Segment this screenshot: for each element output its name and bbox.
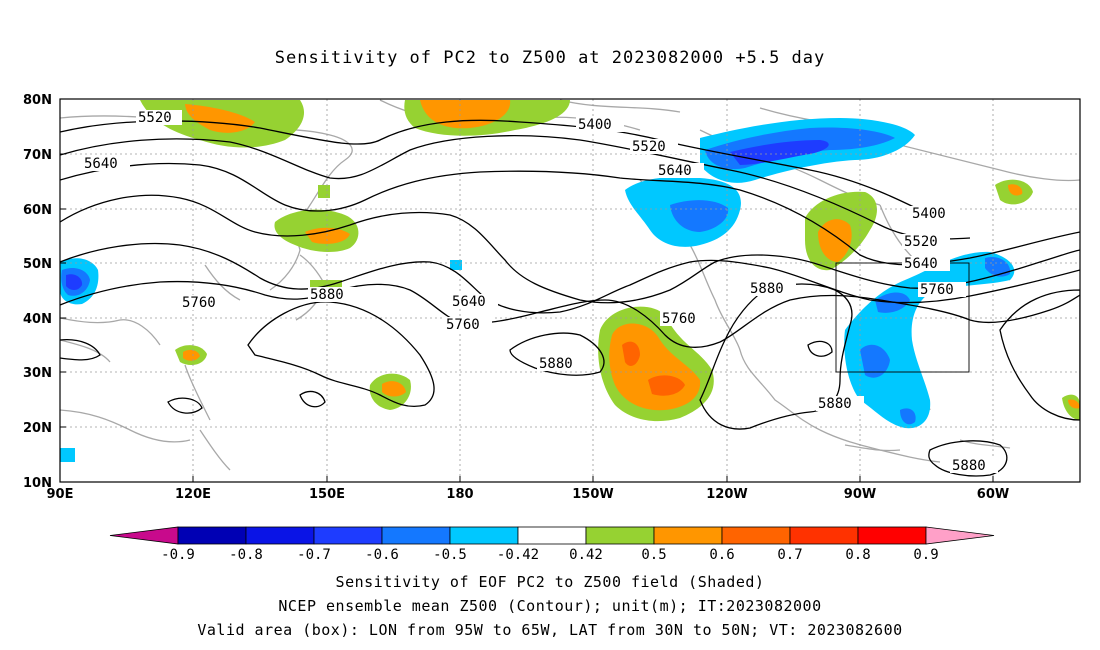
- colorbar: [109, 526, 995, 545]
- lat-label: 70N: [23, 148, 52, 163]
- contour-label: 5880: [750, 281, 784, 297]
- contour-label: 5400: [578, 117, 612, 133]
- lon-label: 90W: [844, 487, 876, 502]
- map-title: Sensitivity of PC2 to Z500 at 2023082000…: [274, 48, 826, 68]
- z500-contours: [60, 119, 1080, 477]
- contour-label: 5640: [452, 294, 486, 310]
- colorbar-label: -0.9: [161, 547, 195, 563]
- lon-label: 60W: [977, 487, 1009, 502]
- lat-label: 80N: [23, 93, 52, 108]
- lat-label: 40N: [23, 312, 52, 327]
- caption-contour: NCEP ensemble mean Z500 (Contour); unit(…: [278, 597, 822, 615]
- lat-label: 30N: [23, 366, 52, 381]
- colorbar-label: -0.42: [497, 547, 539, 563]
- colorbar-label: 0.7: [777, 547, 802, 563]
- colorbar-label: -0.5: [433, 547, 467, 563]
- contour-label: 5880: [952, 458, 986, 474]
- sensitivity-shading: [60, 100, 1080, 462]
- contour-label: 5760: [182, 295, 216, 311]
- colorbar-swatch: [177, 526, 247, 545]
- colorbar-swatch: [653, 526, 723, 545]
- colorbar-swatch: [721, 526, 791, 545]
- contour-label: 5640: [904, 256, 938, 272]
- colorbar-swatch: [313, 526, 383, 545]
- colorbar-label: 0.5: [641, 547, 666, 563]
- colorbar-label: -0.7: [297, 547, 331, 563]
- lon-label: 150W: [572, 487, 613, 502]
- lon-label: 120E: [175, 487, 211, 502]
- contour-label-group: 5520 5400 5520 5640 5640 5400 5520 5640 …: [82, 110, 998, 474]
- contour-label: 5640: [84, 156, 118, 172]
- colorbar-label: 0.9: [913, 547, 938, 563]
- axis-ticks: [60, 98, 994, 482]
- colorbar-swatch: [857, 526, 927, 545]
- caption-shaded: Sensitivity of EOF PC2 to Z500 field (Sh…: [335, 573, 765, 591]
- colorbar-swatch: [245, 526, 315, 545]
- colorbar-swatch: [585, 526, 655, 545]
- plot-frame: [59, 98, 1081, 483]
- colorbar-arrow-low: [109, 526, 179, 545]
- colorbar-swatch: [789, 526, 859, 545]
- colorbar-label: -0.8: [229, 547, 263, 563]
- colorbar-label: 0.6: [709, 547, 734, 563]
- contour-label: 5880: [818, 396, 852, 412]
- lat-label: 50N: [23, 257, 52, 272]
- colorbar-arrow-high: [925, 526, 995, 545]
- contour-label: 5520: [138, 110, 172, 126]
- colorbar-label: 0.8: [845, 547, 870, 563]
- lon-label: 90E: [47, 487, 74, 502]
- contour-label: 5880: [310, 287, 344, 303]
- contour-label: 5880: [539, 356, 573, 372]
- colorbar-label: 0.42: [569, 547, 603, 563]
- contour-label: 5760: [920, 282, 954, 298]
- colorbar-swatch: [517, 526, 587, 545]
- colorbar-swatch: [449, 526, 519, 545]
- contour-label: 5520: [632, 139, 666, 155]
- lat-label: 60N: [23, 203, 52, 218]
- lat-label: 10N: [23, 476, 52, 491]
- contour-label: 5640: [658, 163, 692, 179]
- contour-label: 5760: [662, 311, 696, 327]
- colorbar-swatch: [381, 526, 451, 545]
- lon-label: 180: [446, 487, 473, 502]
- caption-valid-area: Valid area (box): LON from 95W to 65W, L…: [197, 621, 903, 639]
- contour-label: 5400: [912, 206, 946, 222]
- contour-label: 5760: [446, 317, 480, 333]
- colorbar-label: -0.6: [365, 547, 399, 563]
- lon-label: 150E: [309, 487, 345, 502]
- contour-label: 5520: [904, 234, 938, 250]
- lat-label: 20N: [23, 421, 52, 436]
- lon-label: 120W: [706, 487, 747, 502]
